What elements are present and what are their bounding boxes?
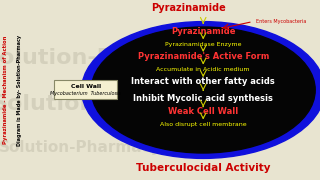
- Text: Enters Mycobacteria: Enters Mycobacteria: [256, 19, 306, 24]
- Text: Pyrazinamide's Active Form: Pyrazinamide's Active Form: [138, 52, 269, 61]
- Text: Diagram is Made by- Solution-Pharmacy: Diagram is Made by- Solution-Pharmacy: [17, 35, 22, 145]
- Text: Solution-: Solution-: [0, 94, 105, 114]
- Text: Pyrazinamide - Mechanism of Action: Pyrazinamide - Mechanism of Action: [3, 36, 8, 144]
- Text: Solution-Pharmacy: Solution-Pharmacy: [0, 48, 221, 68]
- Text: Solution-Pharmacy: Solution-Pharmacy: [0, 140, 161, 155]
- Text: Accumulate in Acidic medium: Accumulate in Acidic medium: [156, 67, 250, 72]
- Circle shape: [91, 27, 315, 153]
- Text: Pyrazinamidase Enzyme: Pyrazinamidase Enzyme: [165, 42, 242, 47]
- Text: Cell Wall: Cell Wall: [70, 84, 101, 89]
- FancyBboxPatch shape: [54, 80, 117, 99]
- Text: Interact with other fatty acids: Interact with other fatty acids: [131, 77, 275, 86]
- Text: Also disrupt cell membrane: Also disrupt cell membrane: [160, 122, 246, 127]
- Text: Pyrazinamide: Pyrazinamide: [151, 3, 226, 13]
- Text: Tuberculocidal Activity: Tuberculocidal Activity: [136, 163, 270, 173]
- Text: Mycobacterium  Tuberculosis: Mycobacterium Tuberculosis: [50, 91, 121, 96]
- Text: Weak Cell Wall: Weak Cell Wall: [168, 107, 238, 116]
- Text: Inhibit Mycolic acid synthesis: Inhibit Mycolic acid synthesis: [133, 94, 273, 103]
- Text: Pyrazinamide: Pyrazinamide: [171, 27, 236, 36]
- Circle shape: [82, 22, 320, 158]
